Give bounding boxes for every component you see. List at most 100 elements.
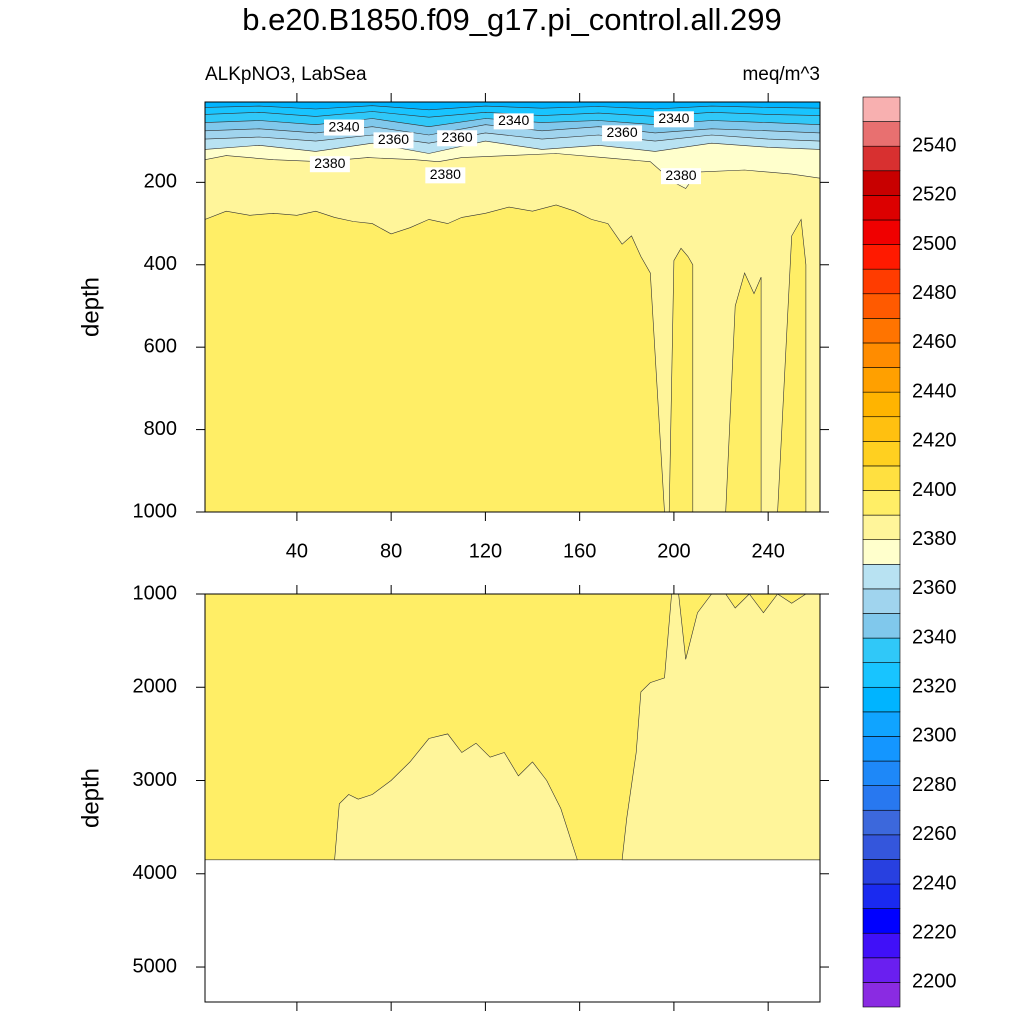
y-tick-label: 200 (144, 171, 177, 193)
colorbar-label: 2480 (912, 282, 957, 304)
colorbar-box (862, 563, 901, 590)
colorbar-box (862, 809, 901, 836)
colorbar-box (862, 883, 901, 909)
colorbar-box (862, 760, 901, 786)
colorbar-box (862, 441, 901, 467)
contour-label-bg (373, 132, 414, 149)
colorbar-label: 2360 (912, 577, 957, 599)
contour-region (668, 247, 694, 512)
contour-label: 2380 (314, 155, 345, 171)
contour-region (334, 733, 578, 861)
contour-region (205, 102, 820, 512)
colorbar-box (862, 908, 901, 934)
colorbar-box (862, 736, 901, 762)
y-tick-label: 800 (144, 418, 177, 440)
y-tick-label: 4000 (133, 862, 178, 884)
plot-area: 2340 2360 2360 2340 2360 2340 2380 2380 2380 (205, 102, 820, 512)
colorbar-box (862, 932, 901, 959)
colorbar-box (862, 96, 901, 122)
colorbar-label: 2420 (912, 430, 957, 452)
colorbar-box (862, 662, 901, 688)
colorbar-label: 2320 (912, 676, 957, 698)
contour-label: 2340 (328, 118, 359, 134)
colorbar-label: 2380 (912, 528, 957, 550)
contour-label: 2340 (498, 112, 529, 128)
colorbar-label: 2240 (912, 872, 957, 894)
colorbar-box (862, 145, 901, 172)
colorbar-label: 2220 (912, 921, 957, 943)
colorbar-box (862, 170, 901, 196)
colorbar-box (862, 686, 901, 713)
colorbar-label: 2540 (912, 134, 957, 156)
colorbar-box (862, 244, 901, 270)
y-axis-label: depth (77, 768, 104, 828)
colorbar-label: 2280 (912, 774, 957, 796)
subtitle-right: meq/m^3 (742, 64, 820, 85)
colorbar-label: 2440 (912, 380, 957, 402)
colorbar-box (862, 268, 901, 295)
y-tick-label: 5000 (133, 955, 178, 977)
colorbar-box (862, 588, 901, 614)
colorbar-box (862, 342, 901, 368)
chart-title: b.e20.B1850.f09_g17.pi_control.all.299 (242, 2, 782, 37)
colorbar-label: 2300 (912, 725, 957, 747)
contour-label: 2340 (658, 110, 689, 126)
colorbar-label: 2200 (912, 971, 957, 993)
y-tick-label: 1000 (133, 500, 178, 522)
colorbar-box (862, 711, 901, 737)
colorbar-box (862, 539, 901, 565)
colorbar-label: 2260 (912, 823, 957, 845)
colorbar-box (862, 957, 901, 983)
colorbar-box (862, 416, 901, 442)
colorbar-box (862, 613, 901, 639)
colorbar-label: 2460 (912, 331, 957, 353)
x-tick-label: 120 (469, 540, 502, 562)
contour-label: 2380 (665, 167, 696, 183)
colorbar-box (862, 465, 901, 491)
y-tick-label: 1000 (133, 582, 178, 604)
colorbar-box (862, 490, 901, 516)
subtitle-left: ALKpNO3, LabSea (205, 64, 367, 85)
plot-area (205, 594, 820, 861)
colorbar-box (862, 219, 901, 245)
contour-region (205, 102, 820, 111)
y-tick-label: 400 (144, 253, 177, 275)
x-tick-label: 200 (657, 540, 690, 562)
colorbar-label: 2520 (912, 184, 957, 206)
contour-label-bg (425, 167, 466, 184)
plot-frame (204, 101, 821, 513)
contour-label-bg (653, 111, 694, 128)
colorbar-label: 2500 (912, 233, 957, 255)
colorbar-box (862, 859, 901, 885)
contour-label-bg (324, 119, 365, 136)
contour-label-bg (602, 125, 643, 142)
colorbar-box (862, 391, 901, 418)
y-tick-label: 600 (144, 335, 177, 357)
contour-label: 2360 (378, 131, 409, 147)
colorbar-box (862, 293, 901, 319)
colorbar-box (862, 367, 901, 393)
colorbar-box (862, 195, 901, 221)
contour-label-bg (493, 113, 534, 130)
plot-frame (204, 593, 821, 1003)
colorbar-box (862, 834, 901, 860)
colorbar-box (862, 637, 901, 663)
colorbar-label: 2340 (912, 626, 957, 648)
colorbar-box (862, 121, 901, 147)
contour-label: 2360 (606, 124, 637, 140)
x-tick-label: 240 (751, 540, 784, 562)
contour-region (725, 272, 762, 512)
contour-region (777, 218, 807, 512)
x-tick-label: 40 (286, 540, 308, 562)
y-axis-label: depth (77, 277, 104, 337)
contour-region (621, 594, 820, 861)
contour-label-bg (309, 156, 350, 173)
colorbar-box (862, 785, 901, 811)
contour-label-bg (437, 130, 478, 147)
x-tick-label: 80 (380, 540, 402, 562)
contour-label: 2380 (430, 166, 461, 182)
x-tick-label: 160 (563, 540, 596, 562)
colorbar-box (862, 318, 901, 344)
colorbar-label: 2400 (912, 479, 957, 501)
